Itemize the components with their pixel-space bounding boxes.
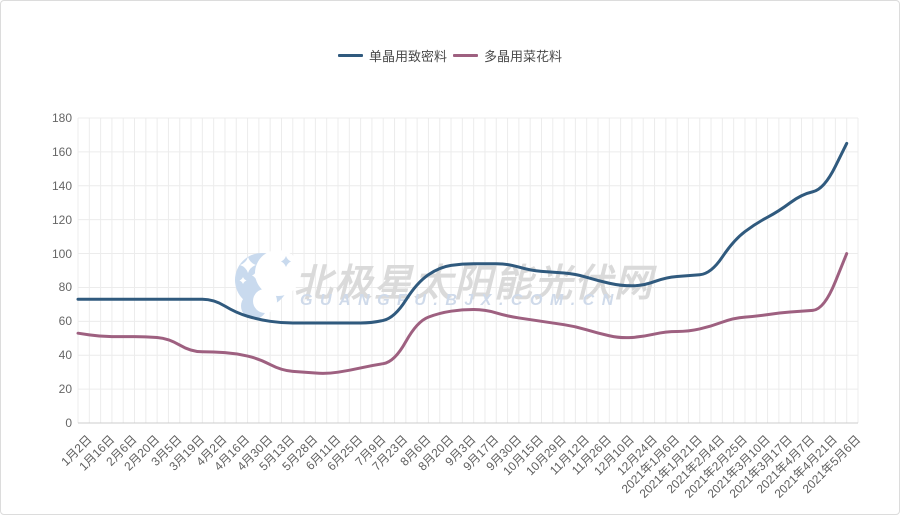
y-axis-tick-label: 120 (51, 212, 72, 227)
y-axis-tick-label: 80 (58, 280, 72, 295)
legend-label: 多晶用菜花料 (484, 49, 563, 64)
y-axis-tick-label: 60 (58, 314, 72, 329)
chart-legend: 单晶用致密料 多晶用菜花料 (0, 46, 900, 65)
y-axis-tick-label: 0 (65, 416, 72, 430)
legend-item[interactable]: 多晶用菜花料 (453, 46, 562, 65)
series-line-mono-dense (76, 141, 849, 325)
legend-line-swatch (453, 54, 478, 57)
y-axis-tick-label: 140 (51, 178, 72, 193)
y-axis-tick-label: 180 (51, 111, 72, 125)
legend-label: 单晶用致密料 (368, 49, 447, 64)
y-axis-tick-label: 100 (51, 246, 72, 261)
y-axis-tick-label: 40 (58, 348, 72, 363)
y-axis-tick-label: 20 (58, 382, 72, 397)
legend-item[interactable]: 单晶用致密料 (337, 46, 447, 65)
series-line-multi-cauliflower (76, 252, 849, 375)
y-axis-tick-label: 160 (51, 144, 72, 159)
legend-line-swatch (337, 54, 363, 57)
